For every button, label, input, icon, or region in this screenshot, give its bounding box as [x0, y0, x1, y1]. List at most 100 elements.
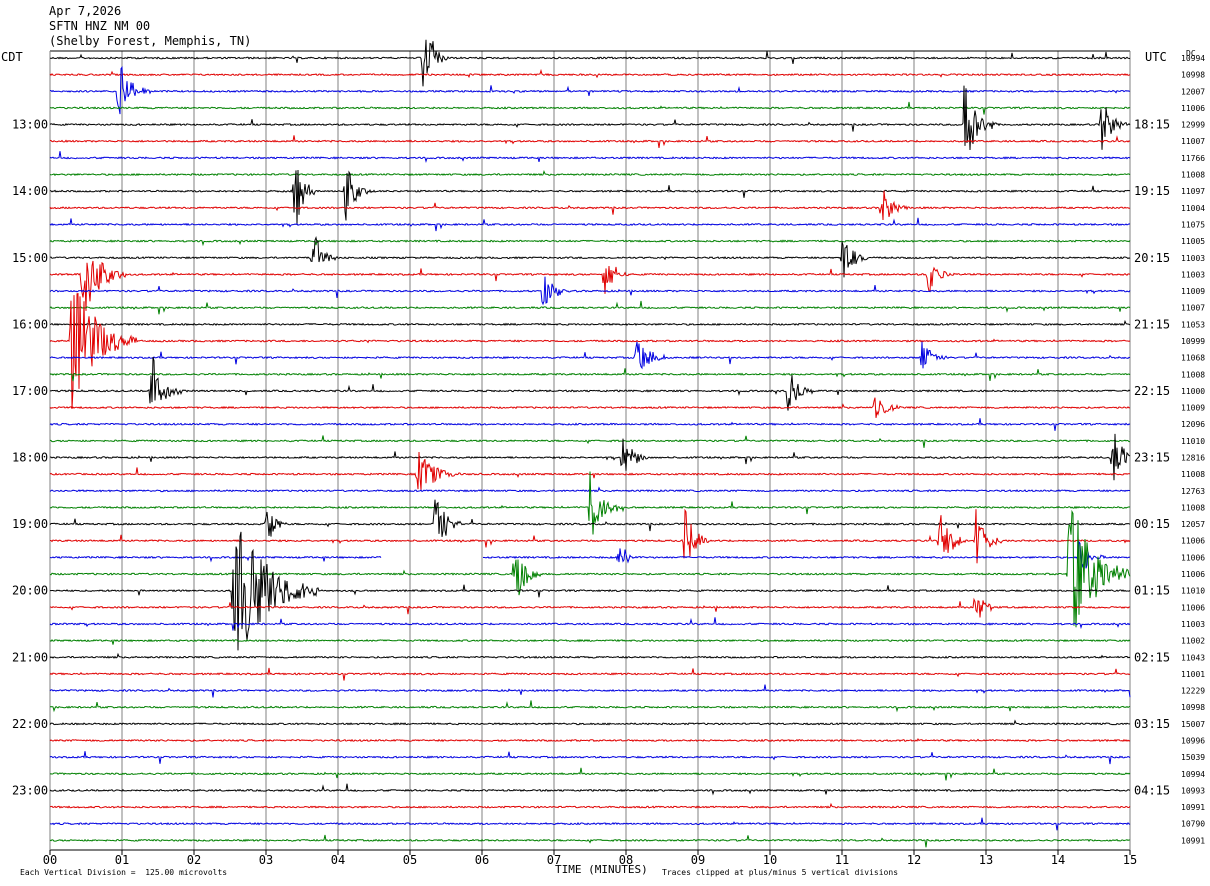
seismic-trace — [49, 319, 1131, 326]
seismic-trace — [49, 169, 1131, 225]
x-tick-label: 02 — [187, 853, 201, 867]
seismic-trace — [49, 85, 1131, 151]
left-hour-label: 21:00 — [12, 650, 48, 664]
left-hour-label: 18:00 — [12, 451, 48, 465]
x-tick-label: 14 — [1051, 853, 1065, 867]
dc-offset-label: 11006 — [1181, 553, 1205, 562]
seismic-trace — [49, 617, 1131, 631]
x-tick-label: 07 — [547, 853, 561, 867]
right-hour-label: 19:15 — [1134, 184, 1170, 198]
dc-offset-label: 10994 — [1181, 54, 1205, 63]
x-tick-label: 01 — [115, 853, 129, 867]
dc-offset-label: 11003 — [1181, 620, 1205, 629]
right-hour-label: 00:15 — [1134, 517, 1170, 531]
seismic-trace — [49, 834, 1131, 848]
dc-offset-label: 11006 — [1181, 537, 1205, 546]
dc-offset-label: 12999 — [1181, 121, 1205, 130]
seismic-trace — [49, 239, 1131, 247]
seismic-trace — [49, 190, 1131, 221]
seismic-trace — [49, 540, 1131, 570]
left-hour-label: 15:00 — [12, 251, 48, 265]
seismic-trace — [50, 531, 1131, 651]
seismic-trace — [49, 135, 1131, 148]
dc-offset-label: 11002 — [1181, 637, 1205, 646]
dc-offset-label: 10996 — [1181, 736, 1205, 745]
dc-offset-label: 10993 — [1181, 786, 1205, 795]
right-hour-label: 03:15 — [1134, 717, 1170, 731]
dc-offset-label: 10994 — [1181, 770, 1205, 779]
seismic-trace — [49, 418, 1131, 431]
seismic-trace — [49, 236, 1131, 278]
seismic-trace — [49, 652, 1131, 659]
x-tick-label: 03 — [259, 853, 273, 867]
dc-offset-label: 11010 — [1181, 587, 1205, 596]
dc-offset-label: 11075 — [1181, 220, 1205, 229]
seismic-trace — [50, 700, 1131, 713]
x-tick-label: 11 — [835, 853, 849, 867]
seismic-trace — [50, 802, 1131, 809]
seismic-trace — [49, 300, 1131, 315]
x-tick-label: 12 — [907, 853, 921, 867]
left-hour-label: 20:00 — [12, 584, 48, 598]
seismic-trace — [49, 341, 1131, 370]
dc-offset-label: 12229 — [1181, 687, 1205, 696]
x-tick-label: 09 — [691, 853, 705, 867]
dc-offset-label: 11004 — [1181, 204, 1205, 213]
seismic-trace — [49, 684, 1131, 698]
dc-offset-label: 11009 — [1181, 404, 1205, 413]
dc-offset-label: 11006 — [1181, 603, 1205, 612]
left-hour-label: 23:00 — [12, 783, 48, 797]
dc-offset-label: 10991 — [1181, 836, 1205, 845]
dc-offset-label: 12763 — [1181, 487, 1205, 496]
right-hour-label: 20:15 — [1134, 251, 1170, 265]
seismic-trace — [49, 597, 1131, 618]
left-hour-label: 13:00 — [12, 118, 48, 132]
seismic-trace — [49, 368, 1131, 382]
x-tick-label: 06 — [475, 853, 489, 867]
seismic-trace — [49, 170, 1131, 177]
right-hour-label: 02:15 — [1134, 650, 1170, 664]
seismic-trace — [49, 356, 1131, 411]
clip-note: Traces clipped at plus/minus 5 vertical … — [662, 868, 899, 877]
dc-offset-label: 11003 — [1181, 270, 1205, 279]
dc-offset-label: 11068 — [1181, 354, 1205, 363]
x-tick-label: 04 — [331, 853, 345, 867]
seismic-trace — [49, 719, 1131, 726]
left-hour-label: 19:00 — [12, 517, 48, 531]
right-hour-label: 18:15 — [1134, 118, 1170, 132]
location-label: (Shelby Forest, Memphis, TN) — [49, 34, 252, 48]
date-label: Apr 7,2026 — [49, 4, 122, 18]
seismic-trace — [49, 667, 1131, 681]
dc-offset-label: 11007 — [1181, 304, 1205, 313]
x-axis-title: TIME (MINUTES) — [555, 863, 648, 876]
x-tick-label: 05 — [403, 853, 417, 867]
seismic-trace — [49, 751, 1131, 765]
seismic-trace — [50, 39, 1131, 87]
seismic-trace — [49, 509, 1131, 628]
seismic-trace — [49, 435, 1130, 448]
seismic-trace — [49, 433, 1131, 481]
x-tick-label: 00 — [43, 853, 57, 867]
seismic-trace — [49, 276, 1131, 306]
seismic-trace — [49, 217, 1131, 232]
seismic-trace — [49, 68, 1131, 79]
dc-offset-label: 11043 — [1181, 653, 1205, 662]
right-timezone-label: UTC — [1145, 50, 1167, 64]
left-hour-label: 16:00 — [12, 317, 48, 331]
left-hour-label: 17:00 — [12, 384, 48, 398]
dc-offset-label: 10999 — [1181, 337, 1205, 346]
left-hour-label: 14:00 — [12, 184, 48, 198]
dc-offset-label: 11005 — [1181, 237, 1205, 246]
dc-offset-label: 10991 — [1181, 803, 1205, 812]
seismic-trace — [49, 471, 1131, 535]
right-hour-label: 22:15 — [1134, 384, 1170, 398]
dc-header-label: DC — [1186, 49, 1196, 58]
dc-offset-label: 10998 — [1181, 703, 1205, 712]
dc-offset-label: 11000 — [1181, 387, 1205, 396]
dc-offset-label: 11003 — [1181, 254, 1205, 263]
dc-offset-label: 11008 — [1181, 171, 1205, 180]
seismic-trace — [49, 767, 1131, 781]
dc-offset-label: 10998 — [1181, 71, 1205, 80]
left-timezone-label: CDT — [1, 50, 23, 64]
